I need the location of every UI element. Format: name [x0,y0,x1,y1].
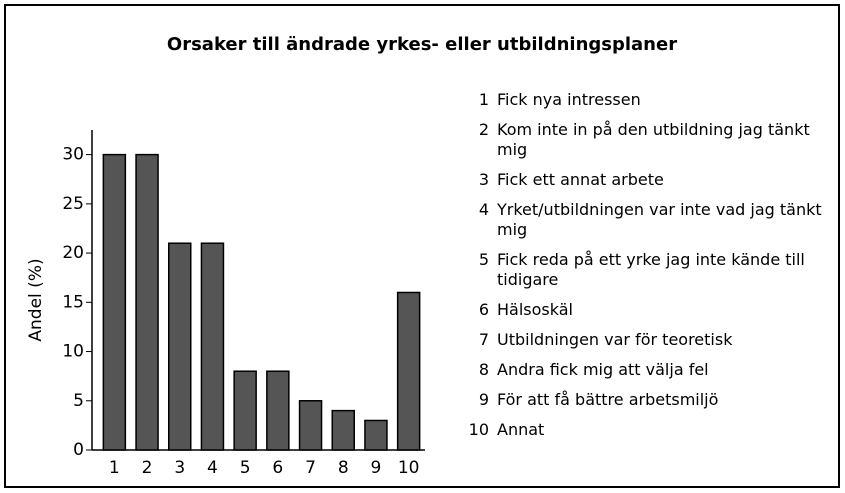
legend-number: 7 [478,330,489,349]
bar [396,291,421,451]
legend-text: Andra fick mig att välja fel [497,360,709,379]
legend-number: 1 [478,90,489,109]
x-tick-label: 8 [338,458,349,478]
legend-text: Hälsoskäl [497,300,573,319]
x-tick-label: 1 [109,458,120,478]
legend-text: Fick reda på ett yrke jag inte kände til… [497,250,805,289]
legend-number: 6 [478,300,489,319]
legend-text: För att få bättre arbetsmiljö [497,390,719,409]
legend-number: 10 [468,420,489,439]
legend-text: Kom inte in på den utbildning jag tänkt … [497,120,810,159]
x-tick-label: 6 [272,458,283,478]
y-tick-label: 20 [62,243,84,263]
x-tick-label: 3 [174,458,185,478]
legend-number: 9 [478,390,489,409]
legend-number: 8 [478,360,489,379]
bar [364,419,388,451]
x-tick-label: 10 [398,458,420,478]
x-tick-label: 5 [240,458,251,478]
legend-item: 3 Fick ett annat arbete [455,170,840,190]
y-axis-label: Andel (%) [26,258,46,341]
y-tick-label: 25 [62,194,84,214]
legend-text: Yrket/utbildningen var inte vad jag tänk… [497,200,822,239]
legend-item: 1 Fick nya intressen [455,90,840,110]
x-tick-label: 4 [207,458,218,478]
legend-item: 2 Kom inte in på den utbildning jag tänkt… [455,120,840,160]
legend-number: 3 [478,170,489,189]
x-tick-label: 7 [305,458,316,478]
legend-number: 4 [478,200,489,219]
chart-title: Orsaker till ändrade yrkes- eller utbild… [167,34,677,55]
y-tick-label: 30 [62,145,84,165]
y-tick-label: 15 [62,292,84,312]
bar [102,153,127,451]
x-tick-label: 2 [142,458,153,478]
legend-item: 9 För att få bättre arbetsmiljö [455,390,840,410]
legend-text: Fick nya intressen [497,90,641,109]
legend-item: 7 Utbildningen var för teoretisk [455,330,840,350]
y-tick-label: 5 [73,391,84,411]
legend-item: 4 Yrket/utbildningen var inte vad jag tän… [455,200,840,240]
legend-number: 5 [478,250,489,269]
legend-number: 2 [478,120,489,139]
x-tick-label: 9 [371,458,382,478]
legend-text: Utbildningen var för teoretisk [497,330,733,349]
bar [233,370,257,451]
y-tick-label: 10 [62,342,84,362]
legend-item: 6 Hälsoskäl [455,300,840,320]
legend-text: Fick ett annat arbete [497,170,664,189]
legend-item: 10 Annat [455,420,840,440]
bar [298,400,323,451]
y-tick-label: 0 [73,440,84,460]
bar [331,409,355,451]
bar [200,242,225,451]
bar [135,153,159,451]
legend-item: 5 Fick reda på ett yrke jag inte kände ti… [455,250,840,290]
bar [168,242,192,451]
frame [4,4,840,488]
bar [266,370,290,451]
legend-item: 8 Andra fick mig att välja fel [455,360,840,380]
legend-text: Annat [497,420,545,439]
legend: 1 Fick nya intressen 2 Kom inte in på den u… [455,90,840,450]
